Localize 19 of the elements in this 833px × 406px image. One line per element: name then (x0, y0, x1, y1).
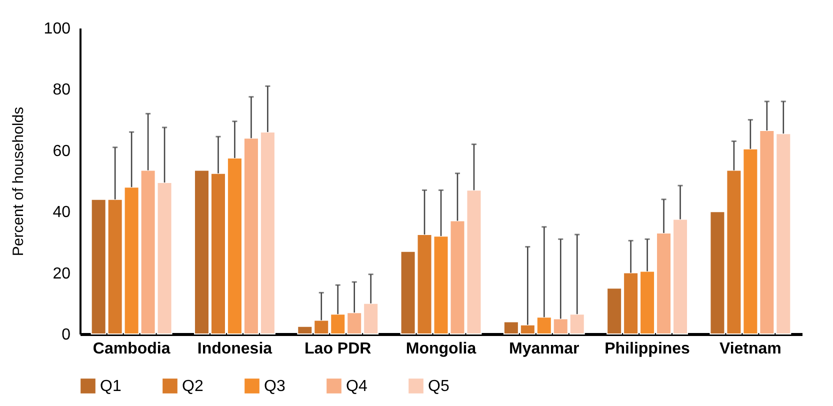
legend-label: Q5 (428, 378, 450, 395)
legend-label: Q3 (264, 378, 286, 395)
y-tick-label: 40 (52, 204, 71, 222)
x-tick-label: Indonesia (197, 340, 272, 358)
x-tick-label: Vietnam (719, 340, 782, 358)
x-tick-label: Cambodia (92, 340, 170, 358)
y-tick-label: 80 (52, 82, 71, 99)
y-axis-title: Percent of households (10, 106, 27, 256)
y-tick-label: 60 (52, 142, 71, 160)
y-tick-label: 0 (62, 326, 71, 344)
x-tick-label: Myanmar (509, 340, 580, 358)
legend-label: Q2 (182, 378, 204, 395)
x-tick-label: Philippines (604, 340, 690, 358)
x-tick-label: Lao PDR (304, 340, 372, 358)
legend-label: Q1 (100, 378, 122, 395)
legend-label: Q4 (346, 378, 368, 395)
y-tick-label: 100 (44, 20, 71, 38)
x-tick-label: Mongolia (406, 340, 476, 358)
y-tick-label: 20 (52, 265, 71, 282)
